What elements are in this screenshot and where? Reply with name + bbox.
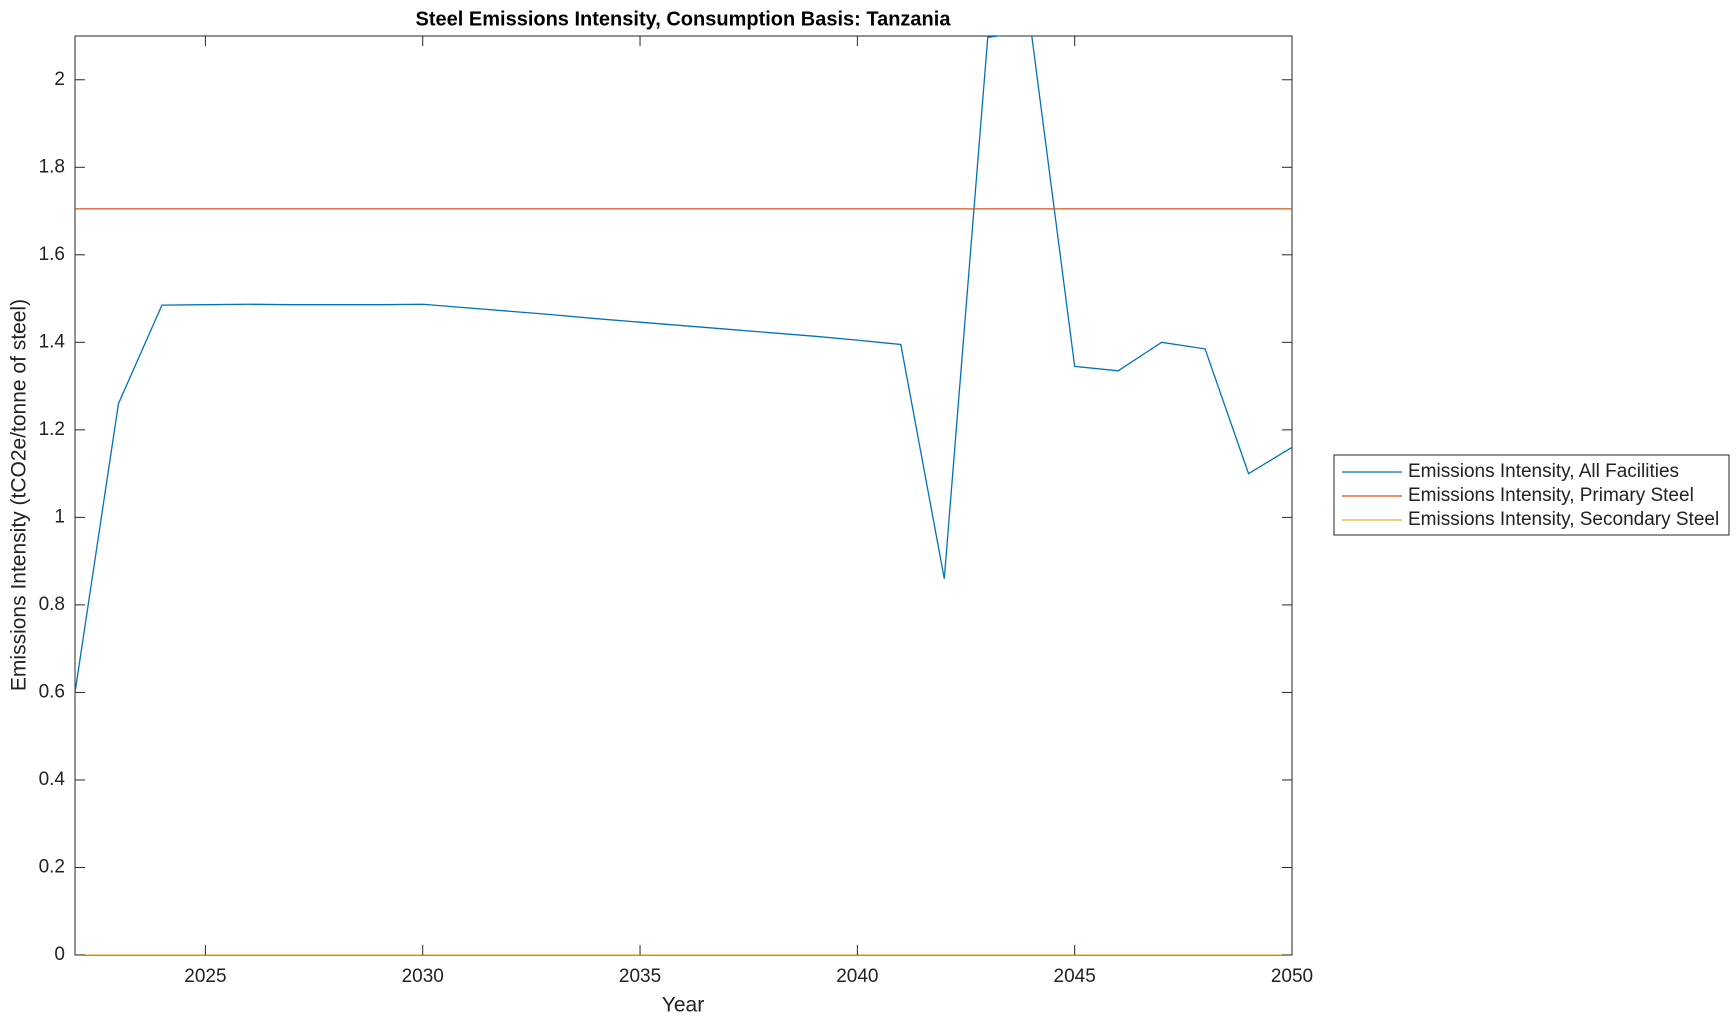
y-tick-label: 2 [54,69,65,90]
legend-label: Emissions Intensity, All Facilities [1408,461,1679,482]
legend-label: Emissions Intensity, Secondary Steel [1408,509,1719,530]
y-tick-label: 0.2 [39,856,65,877]
series-line [75,36,1292,693]
chart-title: Steel Emissions Intensity, Consumption B… [416,8,952,30]
plot-frame [74,35,1293,956]
x-tick-label: 2045 [1054,966,1096,987]
legend-box [1333,454,1730,536]
y-axis-label: Emissions Intensity (tCO2e/tonne of stee… [8,299,31,691]
y-tick-label: 0.4 [39,769,66,790]
x-tick-label: 2040 [836,966,878,987]
plot-area [75,36,1292,955]
x-tick-label: 2030 [402,966,444,987]
y-tick-label: 0 [54,944,65,965]
x-tick-label: 2050 [1271,966,1313,987]
legend-label: Emissions Intensity, Primary Steel [1408,485,1694,506]
y-tick-label: 1.2 [39,419,65,440]
y-tick-label: 1.6 [39,244,65,265]
y-tick-label: 0.6 [39,681,65,702]
x-axis-label: Year [662,994,704,1017]
y-tick-label: 0.8 [39,594,65,615]
y-tick-label: 1 [54,506,65,527]
x-tick-label: 2035 [619,966,661,987]
x-tick-label: 2025 [184,966,226,987]
y-tick-label: 1.4 [39,331,66,352]
y-tick-label: 1.8 [39,156,65,177]
